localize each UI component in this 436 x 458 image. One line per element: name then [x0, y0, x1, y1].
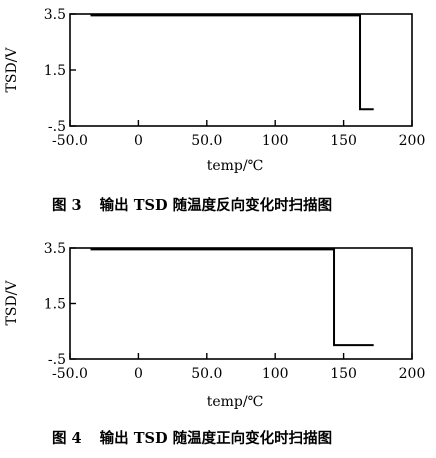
y-tick-label: -.5	[48, 119, 66, 135]
x-axis-title: temp/℃	[207, 158, 264, 174]
series-line	[90, 14, 374, 111]
caption-number: 图 3	[52, 197, 82, 214]
y-tick-label: 3.5	[44, 241, 66, 257]
plot-frame	[69, 247, 413, 360]
x-tick-label: 50.0	[191, 133, 222, 149]
x-tick-label: -50.0	[52, 366, 88, 382]
x-tick-label: 100	[262, 133, 289, 149]
y-tick-label: 3.5	[44, 7, 66, 23]
x-tick-label: 0	[134, 366, 143, 382]
y-tick-label: -.5	[48, 352, 66, 368]
series-line	[90, 248, 374, 347]
x-tick-label: 200	[399, 366, 426, 382]
figure-caption: 图 4 输出 TSD 随温度正向变化时扫描图	[52, 429, 332, 447]
y-tick-label: 1.5	[44, 297, 66, 313]
x-tick-label: 0	[134, 133, 143, 149]
x-tick-label: 100	[262, 366, 289, 382]
chart-3: -50.0 0 50.0 100 150 200 3.5 1.5 -.5 temp/℃ TSD/V 图…	[4, 7, 425, 214]
y-axis-title: TSD/V	[4, 280, 20, 326]
y-axis-title: TSD/V	[4, 47, 20, 93]
figure-caption: 图 3 输出 TSD 随温度反向变化时扫描图	[52, 196, 332, 214]
caption-number: 图 4	[52, 430, 82, 447]
x-tick-label: 50.0	[191, 366, 222, 382]
y-tick-label: 1.5	[44, 63, 66, 79]
x-tick-label: -50.0	[52, 133, 88, 149]
x-tick-label: 150	[330, 366, 357, 382]
x-tick-label: 150	[330, 133, 357, 149]
x-axis-title: temp/℃	[207, 394, 264, 410]
x-tick-label: 200	[399, 133, 426, 149]
chart-4: -50.0 0 50.0 100 150 200 3.5 1.5 -.5 temp/℃ TSD/V 图…	[4, 241, 425, 447]
caption-title: 输出 TSD 随温度反向变化时扫描图	[100, 196, 332, 214]
caption-title: 输出 TSD 随温度正向变化时扫描图	[100, 429, 332, 447]
